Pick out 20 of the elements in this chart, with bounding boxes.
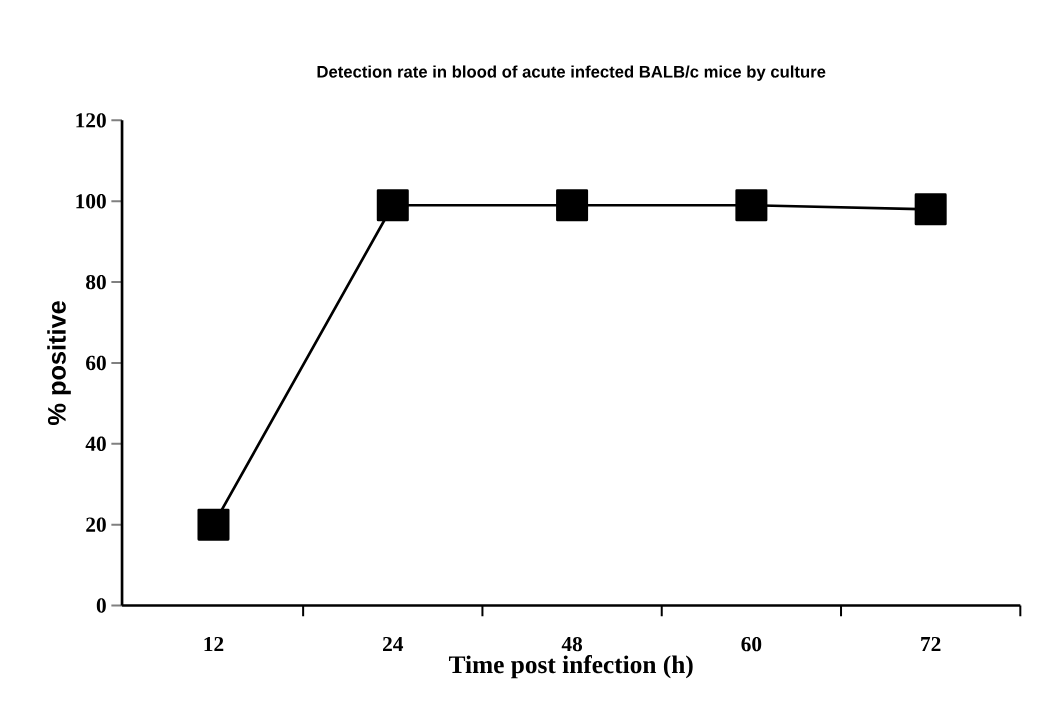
point	[735, 189, 768, 222]
x-tick-label: 72	[921, 636, 941, 651]
x-tick-label: 24	[383, 636, 404, 651]
y-tick-label: 20	[86, 517, 106, 532]
point	[914, 193, 947, 226]
y-tick-label: 100	[76, 193, 106, 209]
chart-title: Detection rate in blood of acute infected BALB/c mice by culture	[317, 65, 826, 81]
point	[197, 508, 230, 541]
point	[376, 189, 409, 222]
x-tick-label: 48	[561, 636, 583, 652]
y-axis-title: % positive	[47, 301, 71, 425]
x-tick-label: 60	[741, 636, 762, 652]
y-tick-label: 120	[76, 113, 106, 128]
x-axis-title: Time post infection (h)	[448, 655, 693, 679]
point	[556, 189, 589, 222]
x-tick-label: 12	[204, 636, 224, 651]
y-tick-label: 60	[86, 355, 106, 371]
y-tick-label: 80	[86, 274, 106, 290]
y-tick-label: 40	[85, 436, 106, 451]
y-tick-label: 0	[96, 598, 106, 613]
